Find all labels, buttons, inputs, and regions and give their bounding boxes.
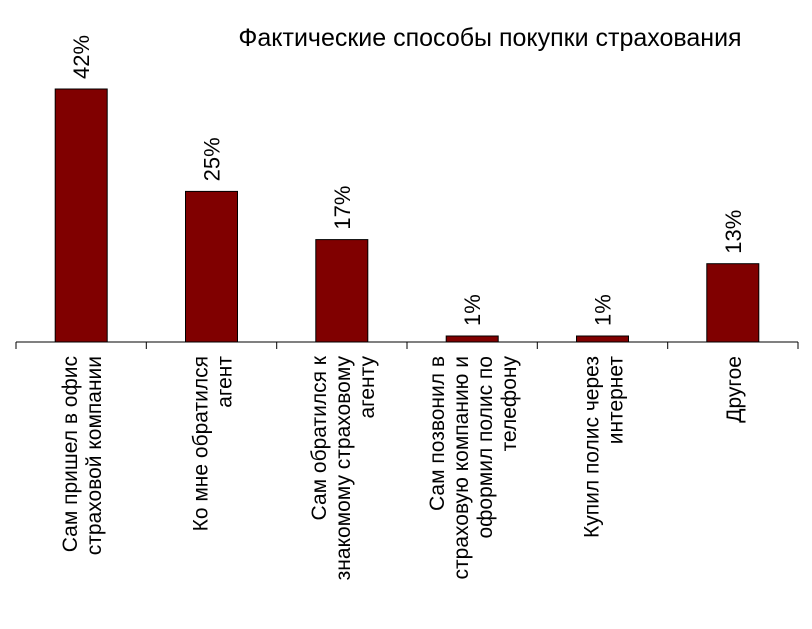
category-label-0-line-0: Сам пришел в офис bbox=[59, 356, 82, 552]
bar-5 bbox=[706, 263, 760, 343]
bars-group: 42% 25% 17% 1% 1% 13% bbox=[54, 35, 760, 343]
category-label-2-line-1: знакомому страховому bbox=[332, 356, 355, 581]
category-label-3-line-0: Сам позвонил в bbox=[426, 356, 449, 511]
value-label-2: 17% bbox=[330, 186, 355, 230]
chart-title: Фактические способы покупки страхования bbox=[238, 24, 741, 52]
bar-4 bbox=[576, 335, 629, 343]
category-label-2-line-0: Сам обратился к bbox=[308, 355, 331, 520]
category-label-1-line-0: Ко мне обратился bbox=[190, 356, 213, 531]
value-label-0: 42% bbox=[69, 35, 94, 79]
category-label-1-line-1: агент bbox=[214, 356, 237, 408]
value-label-3: 1% bbox=[460, 294, 485, 326]
bar-1 bbox=[185, 190, 238, 343]
bar-3 bbox=[445, 335, 499, 343]
category-label-2-line-2: агенту bbox=[356, 356, 379, 419]
value-label-4: 1% bbox=[591, 294, 616, 326]
category-labels: Сам пришел в офис страховой компании Ко мн… bbox=[59, 355, 746, 580]
x-axis bbox=[15, 341, 799, 349]
value-label-1: 25% bbox=[200, 137, 225, 181]
value-label-5: 13% bbox=[721, 210, 746, 254]
category-label-4-line-0: Купил полис через bbox=[581, 356, 604, 538]
category-label-0-line-1: страховой компании bbox=[83, 356, 106, 555]
category-label-4-line-1: интернет bbox=[605, 356, 628, 445]
category-label-3-line-2: оформил полис по bbox=[474, 356, 497, 539]
category-label-3-line-3: телефону bbox=[498, 356, 521, 452]
bar-0 bbox=[54, 88, 108, 343]
category-label-5-line-0: Другое bbox=[723, 356, 746, 423]
category-label-3-line-1: страховую компанию и bbox=[450, 356, 473, 579]
bar-2 bbox=[315, 239, 369, 343]
